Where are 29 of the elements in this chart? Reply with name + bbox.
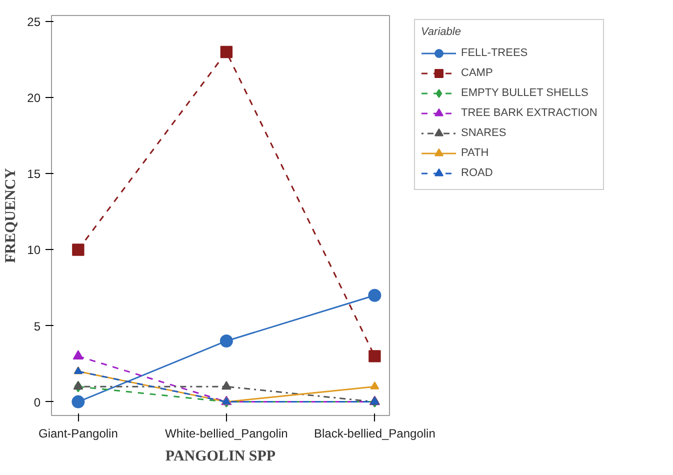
x-tick-label: Giant-Pangolin [38, 426, 118, 440]
x-tick-label: White-bellied_Pangolin [165, 426, 288, 440]
x-axis-title: PANGOLIN SPP [165, 448, 276, 464]
y-tick-label: 5 [34, 319, 41, 334]
legend-label: TREE BARK EXTRACTION [461, 106, 598, 120]
point [220, 334, 233, 348]
legend-title: Variable [421, 26, 462, 38]
point [72, 395, 85, 408]
point [368, 288, 382, 302]
point [222, 381, 232, 390]
legend-label: PATH [461, 146, 489, 160]
legend-label: EMPTY BULLET SHELLS [461, 86, 588, 100]
point [368, 350, 381, 362]
y-tick-label: 0 [34, 395, 41, 410]
point [220, 46, 233, 58]
legend-label: FELL-TREES [461, 46, 528, 60]
y-axis-title: FREQUENCY [3, 168, 20, 263]
y-tick-label: 25 [27, 15, 41, 30]
point [73, 381, 84, 390]
legend-label: SNARES [461, 126, 506, 140]
point [370, 381, 380, 390]
legend-label: CAMP [461, 66, 493, 80]
y-tick-label: 20 [27, 91, 41, 106]
legend-label: ROAD [461, 166, 493, 180]
y-tick-label: 15 [27, 167, 41, 182]
point [72, 350, 84, 360]
point [72, 244, 84, 256]
y-tick-label: 10 [27, 243, 41, 258]
x-tick-label: Black-bellied_Pangolin [314, 426, 436, 440]
